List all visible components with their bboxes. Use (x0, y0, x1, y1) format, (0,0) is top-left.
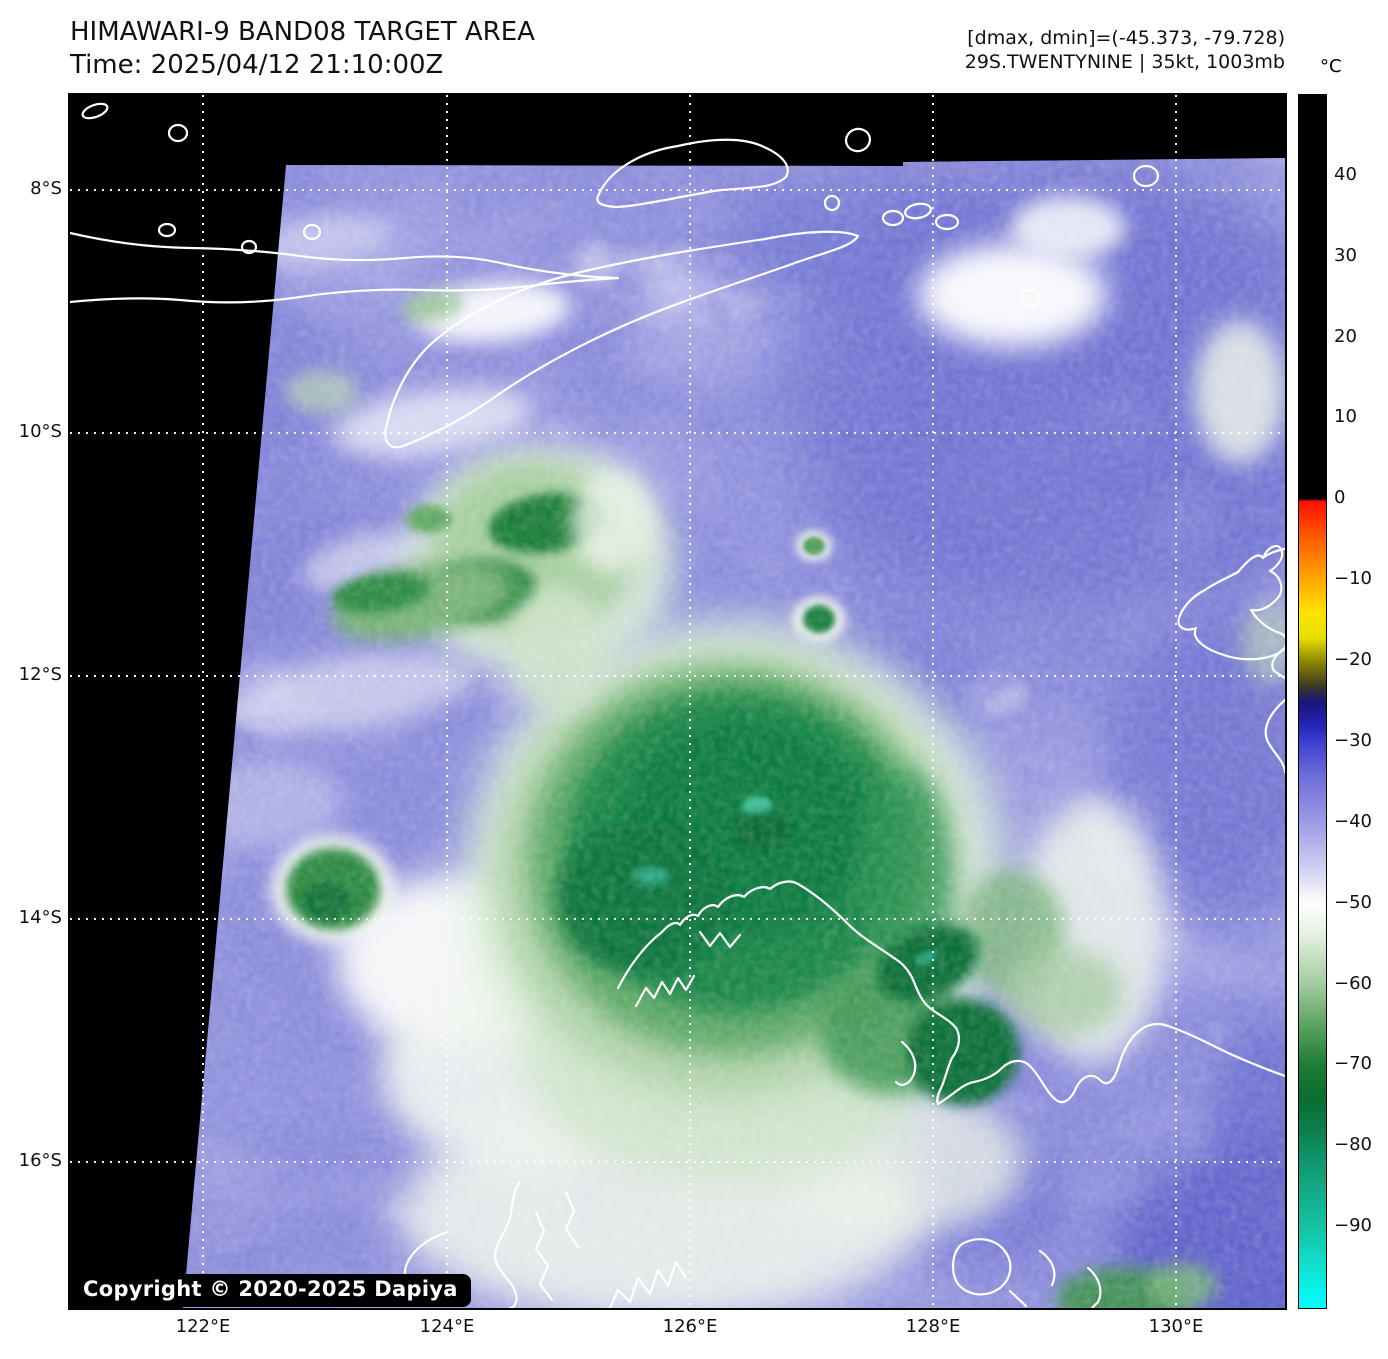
colorbar-tick-label: 10 (1334, 406, 1357, 428)
lat-tick-label: 16°S (18, 1150, 62, 1171)
island-outline (844, 127, 872, 153)
lon-tick-label: 122°E (175, 1316, 231, 1337)
time-label: Time: 2025/04/12 21:10:00Z (70, 50, 444, 80)
lat-tick-label: 14°S (18, 907, 62, 928)
island-outline (157, 222, 177, 238)
coastline-path (70, 231, 620, 280)
colorbar-tick-label: 0 (1334, 487, 1346, 509)
island-outline (934, 213, 960, 231)
coastline-path (894, 1040, 917, 1086)
coastline-path (1008, 1249, 1056, 1308)
lat-tick-label: 10°S (18, 421, 62, 442)
island-outline (1132, 164, 1160, 188)
annotation-block: [dmax, dmin]=(-45.373, -79.728) 29S.TWEN… (965, 26, 1285, 74)
colorbar-tick-label: 20 (1334, 325, 1357, 347)
coastline-path (952, 1238, 1012, 1296)
lat-tick-label: 12°S (18, 664, 62, 685)
island-outline (302, 223, 322, 241)
coastline-path (616, 880, 1285, 1106)
island-outline (881, 209, 905, 227)
coastline-path (1261, 547, 1285, 560)
coastline-path (1271, 646, 1285, 680)
annotation-storm-info: 29S.TWENTYNINE | 35kt, 1003mb (964, 51, 1285, 73)
page-title: HIMAWARI-9 BAND08 TARGET AREA (70, 17, 535, 47)
coastline-path (534, 1210, 554, 1302)
coastline-path (564, 1190, 580, 1249)
coastline-path (494, 1180, 522, 1308)
coastline-path (698, 930, 742, 949)
colorbar-tick-label: −70 (1334, 1053, 1372, 1075)
coastline-path (1264, 698, 1285, 774)
island-outline (904, 202, 932, 220)
island-outline (81, 102, 109, 120)
colorbar-tick-label: 40 (1334, 163, 1357, 185)
island-outline (240, 239, 258, 255)
coastline-path (596, 138, 789, 209)
copyright-badge: Copyright © 2020-2025 Dapiya (70, 1274, 471, 1307)
map-plot (68, 93, 1287, 1310)
lon-tick-label: 126°E (662, 1316, 718, 1337)
title-block: HIMAWARI-9 BAND08 TARGET AREA Time: 2025… (70, 16, 535, 82)
colorbar-tick-label: −30 (1334, 729, 1372, 751)
coastline-path (1086, 1266, 1102, 1308)
colorbar-tick-label: −20 (1334, 649, 1372, 671)
colorbar-tick-label: −90 (1334, 1215, 1372, 1237)
colorbar-unit-label: °C (1320, 56, 1342, 77)
satellite-swath (183, 158, 1285, 1308)
annotation-dmax-dmin: [dmax, dmin]=(-45.373, -79.728) (967, 27, 1285, 49)
colorbar-tick-label: −40 (1334, 810, 1372, 832)
lat-tick-label: 8°S (30, 178, 62, 199)
lon-tick-label: 124°E (419, 1316, 475, 1337)
satellite-image-svg (70, 95, 1285, 1308)
colorbar-tick-label: −80 (1334, 1134, 1372, 1156)
island-outline (1019, 288, 1041, 308)
island-outline (167, 123, 189, 143)
colorbar-tick-label: −60 (1334, 972, 1372, 994)
colorbar-tick-label: −10 (1334, 568, 1372, 590)
colorbar (1298, 94, 1327, 1309)
coastline-path (608, 1260, 688, 1308)
colorbar-tick-label: 30 (1334, 244, 1357, 266)
lon-tick-label: 128°E (905, 1316, 961, 1337)
coastline-path (634, 974, 696, 1008)
lon-tick-label: 130°E (1148, 1316, 1204, 1337)
island-outline (823, 194, 841, 212)
colorbar-tick-label: −50 (1334, 891, 1372, 913)
coastline-path (384, 230, 860, 449)
